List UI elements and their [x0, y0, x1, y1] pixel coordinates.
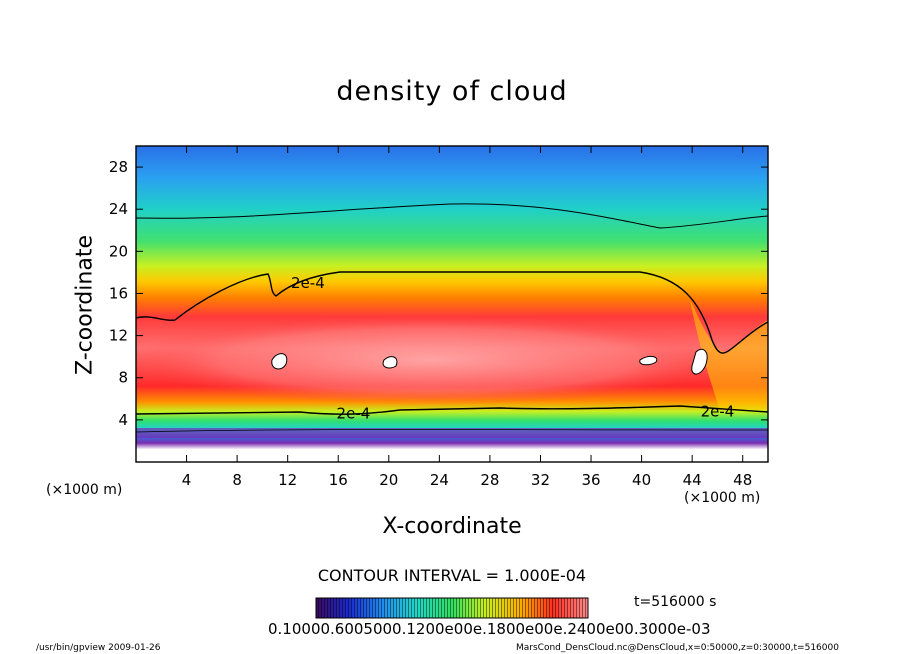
x-tick-label: 8 [232, 471, 242, 489]
field-background [136, 146, 768, 462]
colorbar-divisions [316, 598, 588, 618]
y-axis: 4 8 12 16 20 24 28 [109, 158, 768, 429]
right-column [690, 300, 768, 410]
y-tick-label: 24 [109, 200, 128, 218]
x-tick-label: 48 [733, 471, 752, 489]
cloud-core [136, 315, 730, 405]
y-tick-label: 16 [109, 284, 128, 302]
x-tick-label: 24 [430, 471, 449, 489]
y-axis-label: Z-coordinate [72, 235, 98, 375]
y-tick-label: 4 [118, 411, 128, 429]
contour-label: 2e-4 [291, 274, 325, 292]
contour-label: 2e-4 [337, 405, 371, 423]
x-tick-label: 4 [182, 471, 192, 489]
x-axis-label: X-coordinate [382, 514, 522, 539]
x-tick-label: 36 [581, 471, 600, 489]
contour-interval-label: CONTOUR INTERVAL = 1.000E-04 [317, 566, 587, 585]
colorbar-labels: 0.10000.6005000.1200e00e.1800e00e.2400e0… [268, 620, 711, 638]
bottom-band [136, 428, 768, 438]
contour-line [136, 405, 768, 415]
footer-source: MarsCond_DensCloud.nc@DensCloud,x=0:5000… [516, 643, 839, 653]
y-tick-label: 28 [109, 158, 128, 176]
y-tick-label: 8 [118, 369, 128, 387]
contour-label: 2e-4 [701, 402, 735, 420]
contour-line [136, 271, 768, 354]
white-patch [382, 356, 398, 369]
white-patch [271, 353, 288, 370]
y-tick-label: 12 [109, 327, 128, 345]
y-tick-label: 20 [109, 242, 128, 260]
plot-frame [135, 145, 769, 463]
x-tick-label: 32 [531, 471, 550, 489]
contour-line [136, 203, 768, 229]
x-tick-label: 20 [379, 471, 398, 489]
x-axis: 4 8 12 16 20 24 28 32 36 40 44 48 [182, 146, 752, 489]
chart-title: density of cloud [336, 76, 568, 107]
footer-program: /usr/bin/gpview 2009-01-26 [36, 643, 161, 653]
time-label: t=516000 s [634, 594, 717, 610]
x-tick-label: 16 [329, 471, 348, 489]
contour-labels: 2e-4 2e-4 2e-4 [291, 274, 734, 423]
white-patch [691, 348, 708, 375]
contour-line [136, 429, 768, 433]
x-tick-label: 40 [632, 471, 651, 489]
x-unit-label: (×1000 m) [46, 482, 123, 498]
x-tick-label: 44 [683, 471, 702, 489]
white-patch [639, 355, 658, 366]
x-tick-label: 28 [480, 471, 499, 489]
x-unit-label-right: (×1000 m) [684, 490, 761, 506]
x-tick-label: 12 [278, 471, 297, 489]
